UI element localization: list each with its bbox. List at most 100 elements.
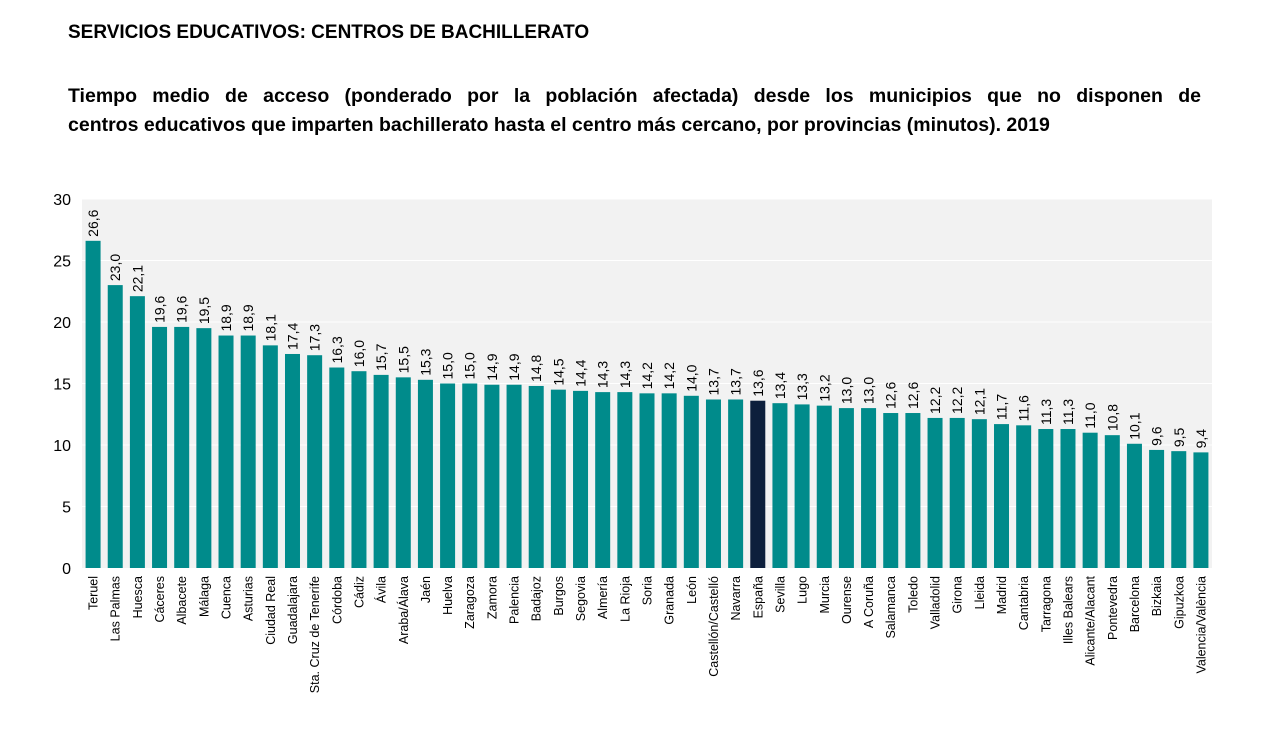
bar: [1104, 435, 1120, 568]
bar: [683, 395, 699, 568]
data-label: 26,6: [85, 209, 101, 236]
bar: [417, 379, 433, 568]
bar: [1149, 449, 1165, 568]
data-label: 17,4: [284, 323, 300, 350]
x-tick-label: Valladolid: [929, 576, 943, 629]
bar: [971, 419, 987, 568]
bar: [85, 240, 101, 568]
x-tick-label: Burgos: [552, 576, 566, 616]
y-tick-label: 15: [53, 377, 71, 394]
x-tick-label: Badajoz: [530, 576, 544, 621]
data-label: 23,0: [107, 254, 123, 281]
bar: [373, 374, 389, 568]
x-tick-label: Illes Balears: [1061, 576, 1075, 644]
chart-title-line-1: Tiempo medio de acceso (ponderado por la…: [68, 85, 1201, 107]
data-label: 14,3: [617, 361, 633, 388]
x-tick-label: Huesca: [131, 576, 145, 618]
data-label: 18,9: [218, 304, 234, 331]
data-label: 14,8: [528, 354, 544, 381]
bar: [528, 385, 544, 568]
data-label: 13,0: [861, 377, 877, 404]
x-tick-label: La Rioja: [618, 576, 632, 622]
bar: [262, 345, 278, 568]
bar: [284, 353, 300, 568]
bar: [595, 392, 611, 568]
data-label: 11,6: [1016, 395, 1032, 421]
x-tick-label: Granada: [663, 576, 677, 625]
data-label: 11,7: [994, 394, 1010, 420]
x-tick-label: Lugo: [796, 576, 810, 604]
x-tick-label: Bizkaia: [1150, 576, 1164, 616]
x-tick-label: Sevilla: [773, 576, 787, 613]
data-label: 14,9: [484, 353, 500, 380]
x-tick-label: León: [685, 576, 699, 604]
x-tick-label: Asturias: [242, 576, 256, 621]
x-tick-label: Cáceres: [153, 576, 167, 623]
bar: [905, 413, 921, 568]
bar: [617, 392, 633, 568]
data-label: 13,6: [750, 369, 766, 396]
data-label: 11,3: [1038, 399, 1054, 425]
x-tick-label: Ciudad Real: [264, 576, 278, 645]
x-tick-label: Guadalajara: [286, 576, 300, 644]
data-label: 12,1: [971, 388, 987, 415]
x-tick-label: Cantabria: [1017, 576, 1031, 630]
x-tick-label: Ávila: [374, 576, 389, 603]
bar: [794, 404, 810, 568]
data-label: 19,6: [174, 295, 190, 322]
bar: [816, 405, 832, 568]
data-label: 11,0: [1082, 402, 1098, 428]
bar: [307, 355, 323, 568]
x-tick-label: Castellón/Castelló: [707, 576, 721, 677]
bar: [772, 403, 788, 568]
x-tick-label: Toledo: [906, 576, 920, 613]
data-label: 15,5: [395, 346, 411, 373]
data-label: 10,1: [1126, 412, 1142, 439]
bar: [750, 400, 766, 568]
bar: [395, 377, 411, 568]
y-tick-label: 30: [53, 192, 71, 209]
bar: [949, 417, 965, 568]
x-tick-label: Cádiz: [352, 576, 366, 608]
data-label: 12,6: [905, 382, 921, 409]
data-label: 12,2: [949, 386, 965, 413]
data-label: 18,1: [262, 314, 278, 341]
bar: [351, 371, 367, 568]
data-label: 14,4: [573, 359, 589, 386]
x-tick-label: Sta. Cruz de Tenerife: [308, 576, 322, 693]
x-tick-label: Segovia: [574, 576, 588, 621]
data-label: 9,6: [1149, 426, 1165, 446]
x-tick-label: Salamanca: [884, 576, 898, 639]
data-label: 10,8: [1104, 404, 1120, 431]
x-tick-label: Almería: [596, 576, 610, 619]
x-tick-label: Córdoba: [330, 576, 344, 624]
data-label: 14,2: [639, 362, 655, 389]
bar: [329, 367, 345, 568]
y-tick-label: 5: [62, 500, 71, 517]
data-label: 15,7: [373, 343, 389, 370]
x-tick-label: Alicante/Alacant: [1084, 575, 1098, 665]
bar: [994, 424, 1010, 568]
data-label: 11,3: [1060, 399, 1076, 425]
bar: [838, 408, 854, 568]
x-tick-label: Gipuzkoa: [1172, 576, 1186, 629]
data-label: 13,3: [794, 373, 810, 400]
x-tick-label: Tarragona: [1039, 576, 1053, 632]
data-label: 15,0: [440, 352, 456, 379]
data-label: 14,5: [550, 358, 566, 385]
bar: [240, 335, 256, 568]
bar: [1016, 425, 1032, 568]
bar: [218, 335, 234, 568]
data-label: 14,2: [661, 362, 677, 389]
bar: [573, 390, 589, 568]
chart-title-line-2: centros educativos que imparten bachille…: [68, 114, 1050, 136]
x-tick-label: Lleida: [973, 576, 987, 609]
x-tick-label: Málaga: [197, 576, 211, 617]
data-label: 12,2: [927, 386, 943, 413]
bar: [1060, 429, 1076, 568]
data-label: 19,6: [152, 295, 168, 322]
bar: [1171, 451, 1187, 568]
bar: [728, 399, 744, 568]
data-label: 14,9: [506, 353, 522, 380]
